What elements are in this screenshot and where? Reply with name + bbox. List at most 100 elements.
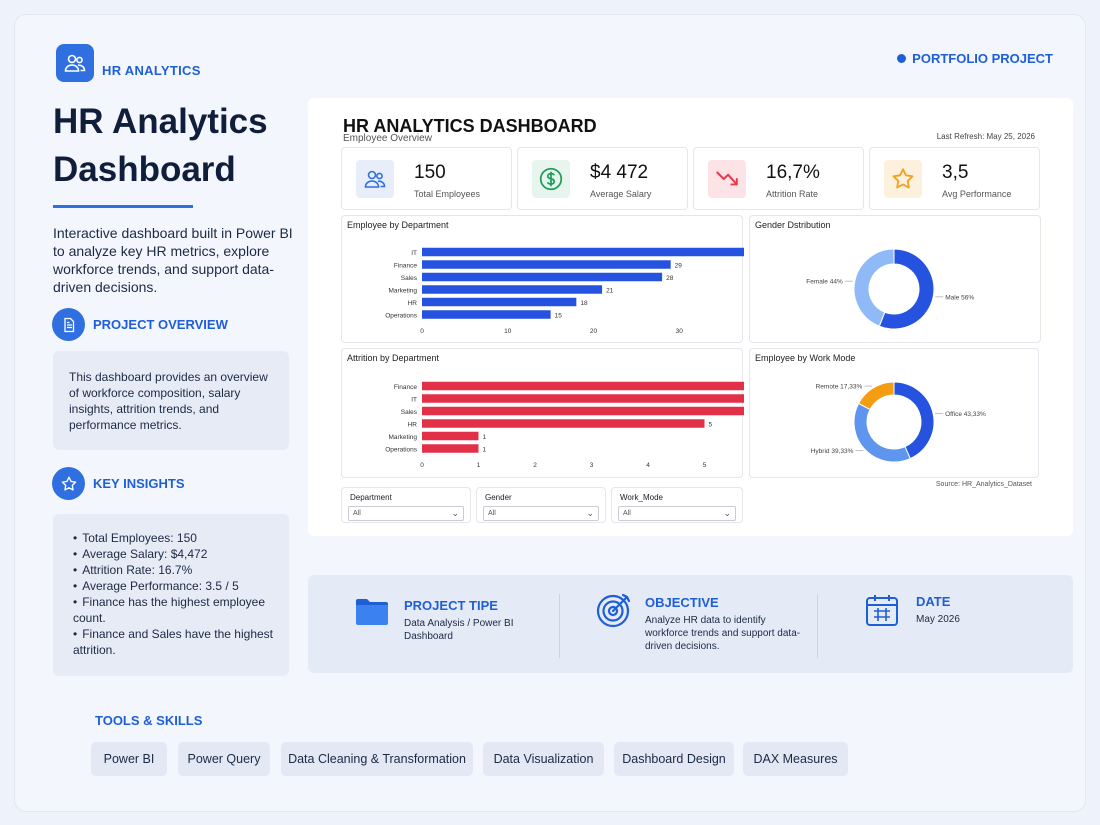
kpi-value: 16,7%	[766, 162, 820, 183]
filter-work-mode[interactable]: Work_Mode All ⌄	[611, 487, 743, 523]
x-tick-label: 10	[504, 328, 512, 335]
category-label: Marketing	[388, 434, 417, 441]
skill-chip: DAX Measures	[743, 742, 848, 776]
slice-label: Office 43,33%	[945, 411, 986, 418]
dashboard-title: HR ANALYTICS DASHBOARD	[343, 116, 597, 136]
donut-slice	[853, 402, 911, 463]
data-source: Source: HR_Analytics_Dataset	[935, 481, 1032, 488]
data-label: 15	[555, 313, 563, 320]
chart-card-attrition: Attrition by Department Finance6IT6Sales…	[341, 348, 744, 478]
slice-label: Female 44%	[806, 279, 843, 286]
project-info-bar: PROJECT TIPE Data Analysis / Power BI Da…	[308, 575, 1073, 673]
data-label: 5	[709, 422, 713, 429]
donut-slice	[853, 248, 895, 327]
info-text: Analyze HR data to identify workforce tr…	[645, 615, 801, 652]
users-icon	[356, 160, 394, 198]
skill-chip: Data Visualization	[483, 742, 604, 776]
chevron-down-icon: ⌄	[723, 508, 731, 518]
filter-gender[interactable]: Gender All ⌄	[476, 487, 606, 523]
dot-icon	[897, 54, 907, 63]
calendar-icon	[865, 593, 899, 632]
chart-card-department: Employee by Department IT39Finance29Sale…	[341, 215, 744, 343]
chevron-down-icon: ⌄	[586, 508, 594, 518]
data-label: 1	[483, 434, 487, 441]
skill-chip: Dashboard Design	[614, 742, 734, 776]
category-label: HR	[408, 300, 418, 307]
slice-label: Remote 17,33%	[816, 384, 863, 391]
chart-title: Employee by Department	[347, 220, 449, 230]
bar	[422, 285, 603, 294]
kpi-card-salary: $4 472 Average Salary	[517, 147, 688, 210]
info-date: DATE May 2026	[916, 594, 1056, 626]
attrition-bar-chart: Finance6IT6Sales6HR5Marketing1Operations…	[385, 381, 744, 469]
insight-item: Total Employees: 150	[67, 530, 277, 546]
category-label: IT	[411, 250, 417, 257]
category-label: IT	[411, 397, 417, 404]
filter-label: Work_Mode	[620, 493, 663, 502]
category-label: Sales	[401, 275, 418, 282]
slice-label: Hybrid 39,33%	[811, 448, 854, 455]
donut-slice	[893, 381, 935, 460]
bar	[422, 272, 663, 282]
department-bar-chart: IT39Finance29Sales28Marketing21HR18Opera…	[385, 247, 744, 335]
kpi-card-employees: 150 Total Employees	[341, 147, 512, 210]
info-title: DATE	[916, 594, 951, 609]
kpi-label: Avg Performance	[942, 189, 1012, 199]
bar	[422, 431, 479, 441]
workmode-donut-chart: Office 43,33% Hybrid 39,33% Remote 17,33%	[811, 381, 986, 463]
bar	[422, 247, 744, 257]
dashboard-panel: HR ANALYTICS DASHBOARD Employee Overview…	[308, 98, 1073, 536]
dollar-icon	[532, 160, 570, 198]
kpi-card-attrition: 16,7% Attrition Rate	[693, 147, 864, 210]
skill-chip: Data Cleaning & Transformation	[281, 742, 473, 776]
x-tick-label: 1	[477, 462, 481, 469]
insights-heading-label: KEY INSIGHTS	[93, 476, 185, 491]
work-mode-select[interactable]: All ⌄	[618, 506, 736, 521]
insight-item: Finance and Sales have the highest attri…	[67, 626, 277, 658]
users-icon	[56, 44, 94, 82]
x-tick-label: 2	[533, 462, 537, 469]
divider	[559, 594, 560, 658]
department-select[interactable]: All ⌄	[348, 506, 464, 521]
info-title: PROJECT TIPE	[404, 598, 498, 613]
gender-select[interactable]: All ⌄	[483, 506, 599, 521]
info-project-type: PROJECT TIPE Data Analysis / Power BI Da…	[404, 598, 554, 643]
data-label: 28	[666, 275, 674, 282]
filter-department[interactable]: Department All ⌄	[341, 487, 471, 523]
category-label: Finance	[394, 263, 418, 270]
portfolio-badge: PORTFOLIO PROJECT	[897, 51, 1053, 66]
info-objective: OBJECTIVE Analyze HR data to identify wo…	[645, 595, 805, 653]
target-icon	[596, 592, 632, 633]
chart-card-gender: Gender Dstribution Male 56% Female 44%	[749, 215, 1041, 343]
insights-heading: KEY INSIGHTS	[52, 467, 185, 500]
insights-list: Total Employees: 150 Average Salary: $4,…	[53, 514, 289, 676]
x-tick-label: 3	[590, 462, 594, 469]
page-title: HR Analytics Dashboard	[53, 102, 268, 189]
category-label: Finance	[394, 384, 418, 391]
category-label: Marketing	[388, 288, 417, 295]
insight-item: Average Performance: 3.5 / 5	[67, 578, 277, 594]
bar	[422, 297, 577, 307]
bar	[422, 406, 744, 416]
title-divider	[53, 205, 193, 208]
chart-card-workmode: Employee by Work Mode Office 43,33% Hybri…	[749, 348, 1039, 478]
dashboard-subtitle: Employee Overview	[343, 133, 432, 144]
gender-donut-chart: Male 56% Female 44%	[806, 248, 974, 330]
skill-chip: Power BI	[91, 742, 167, 776]
x-tick-label: 0	[420, 328, 424, 335]
bar	[422, 310, 551, 319]
data-label: 21	[606, 288, 614, 295]
star-icon	[884, 160, 922, 198]
portfolio-label: PORTFOLIO PROJECT	[912, 51, 1053, 66]
trend-down-icon	[708, 160, 746, 198]
data-label: 29	[675, 263, 683, 270]
donut-slice	[857, 381, 895, 411]
category-label: Operations	[385, 313, 418, 320]
category-label: Operations	[385, 447, 418, 454]
bar	[422, 381, 744, 391]
divider	[817, 594, 818, 658]
filter-label: Department	[350, 493, 392, 502]
x-tick-label: 20	[590, 328, 598, 335]
document-icon	[52, 308, 85, 341]
category-label: HR	[408, 422, 418, 429]
